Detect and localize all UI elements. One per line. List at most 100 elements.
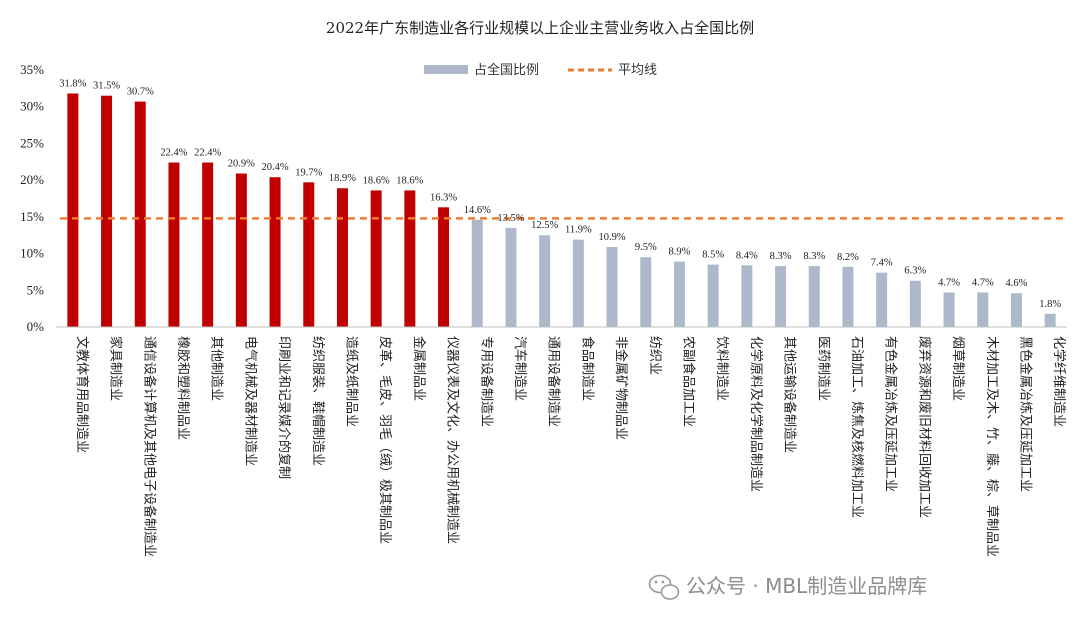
x-tick-label: 印刷业和记录媒介的复制 <box>276 336 292 479</box>
bar <box>977 292 989 327</box>
data-label: 14.6% <box>464 205 491 216</box>
bars <box>67 93 1056 328</box>
bar <box>1010 293 1022 327</box>
y-tick-label: 20% <box>20 172 44 187</box>
data-label: 31.8% <box>59 78 86 89</box>
bar <box>1044 313 1056 327</box>
x-tick-label: 木材加工及木、竹、藤、棕、草制品业 <box>984 336 999 557</box>
bar <box>842 266 854 327</box>
bar <box>539 235 551 327</box>
bar <box>404 190 416 327</box>
data-label: 13.5% <box>497 213 524 224</box>
data-label: 9.5% <box>635 242 657 253</box>
bar <box>876 272 888 327</box>
x-tick-label: 烟草制造业 <box>950 336 965 401</box>
x-tick-label: 非金属矿物制品业 <box>613 336 629 440</box>
data-label: 4.6% <box>1006 278 1028 289</box>
x-tick-label: 纺织业 <box>647 336 662 375</box>
data-label: 16.3% <box>430 192 457 203</box>
bar <box>336 188 348 327</box>
x-tick-label: 有色金属冶炼及压延加工业 <box>883 336 899 492</box>
data-label: 8.2% <box>837 252 859 263</box>
bar <box>741 265 753 327</box>
x-tick-label: 汽车制造业 <box>512 336 528 401</box>
bar <box>775 266 787 327</box>
bar <box>101 95 113 327</box>
chart-title: 2022年广东制造业各行业规模以上企业主营业务收入占全国比例 <box>326 19 754 37</box>
data-label: 18.9% <box>329 173 356 184</box>
data-label: 22.4% <box>194 148 221 159</box>
data-label: 20.4% <box>261 162 288 173</box>
data-label: 4.7% <box>972 277 994 288</box>
data-label: 10.9% <box>598 232 625 243</box>
bar <box>909 280 921 327</box>
y-tick-label: 35% <box>20 62 44 77</box>
data-label: 6.3% <box>904 266 926 277</box>
bar <box>370 190 382 327</box>
x-tick-label: 电气机械及器材制造业 <box>242 336 258 466</box>
x-tick-label: 农副食品加工业 <box>680 336 696 427</box>
bar <box>235 173 247 327</box>
bar <box>606 246 618 327</box>
y-tick-label: 30% <box>20 99 44 114</box>
data-label: 1.8% <box>1039 299 1061 310</box>
bar <box>67 93 79 327</box>
x-tick-label: 石油加工、炼焦及核燃料加工业 <box>849 336 865 518</box>
y-tick-label: 15% <box>20 209 44 224</box>
legend-bar-label: 占全国比例 <box>474 62 539 78</box>
data-label: 8.4% <box>736 250 758 261</box>
x-tick-label: 皮革、毛皮、羽毛（绒）极其制品业 <box>377 336 392 544</box>
bar <box>505 227 517 327</box>
data-label: 18.6% <box>396 175 423 186</box>
x-tick-label: 造纸及纸制品业 <box>343 336 358 427</box>
x-tick-label: 家具制造业 <box>108 336 124 401</box>
data-label: 4.7% <box>938 277 960 288</box>
y-axis: 0% 5% 10% 15% 20% 25% 30% 35% <box>20 62 44 334</box>
data-label: 7.4% <box>871 258 893 269</box>
bar <box>269 177 281 327</box>
bar <box>943 292 955 327</box>
bar <box>134 101 146 328</box>
data-label: 19.7% <box>295 167 322 178</box>
legend: 占全国比例 平均线 <box>424 62 657 78</box>
data-labels: 31.8% 31.5% 30.7% 22.4% 22.4% 20.9% 20.4% 19.7%… <box>59 78 1061 309</box>
legend-line-label: 平均线 <box>618 63 657 78</box>
x-tick-label: 专用设备制造业 <box>478 336 494 427</box>
x-tick-label: 饮料制造业 <box>714 336 729 401</box>
x-tick-label: 金属制品业 <box>411 336 427 401</box>
x-tick-label: 化学原料及化学制品制造业 <box>748 336 764 492</box>
y-tick-label: 25% <box>20 135 44 150</box>
y-tick-label: 10% <box>20 246 44 261</box>
x-tick-label: 仪器仪表及文化、办公用机械制造业 <box>445 336 460 544</box>
x-tick-label: 废弃资源和废旧材料回收加工业 <box>916 336 932 518</box>
data-label: 20.9% <box>228 159 255 170</box>
data-label: 8.9% <box>669 247 691 258</box>
data-label: 8.3% <box>803 251 825 262</box>
watermark: 公众号 · MBL制造业品牌库 <box>648 574 927 600</box>
x-tick-label: 其他运输设备制造业 <box>782 336 798 453</box>
bar <box>808 266 820 327</box>
x-tick-label: 黑色金属冶炼及压延加工业 <box>1017 336 1033 492</box>
x-axis-categories: 文教体育用品制造业 家具制造业 通信设备计算机及其他电子设备制造业 橡胶和塑料制品业 其… <box>74 336 1067 557</box>
bar <box>168 162 180 327</box>
bar <box>572 239 584 327</box>
bar <box>303 182 315 327</box>
bar <box>673 261 685 327</box>
bar <box>202 162 214 327</box>
x-tick-label: 橡胶和塑料制品业 <box>175 336 191 440</box>
data-label: 12.5% <box>531 220 558 231</box>
y-tick-label: 5% <box>27 282 45 297</box>
x-tick-label: 纺织服装、鞋帽制造业 <box>310 336 326 466</box>
x-tick-label: 通用设备制造业 <box>546 336 562 427</box>
x-tick-label: 其他制造业 <box>209 336 224 401</box>
data-label: 18.6% <box>363 175 390 186</box>
data-label: 31.5% <box>93 81 120 92</box>
y-tick-label: 0% <box>27 319 45 334</box>
bar <box>640 257 652 327</box>
x-tick-label: 通信设备计算机及其他电子设备制造业 <box>141 336 157 557</box>
x-tick-label: 食品制造业 <box>579 336 595 401</box>
watermark-text: 公众号 · MBL制造业品牌库 <box>686 574 927 598</box>
bar <box>707 264 719 327</box>
wechat-icon <box>648 574 680 600</box>
